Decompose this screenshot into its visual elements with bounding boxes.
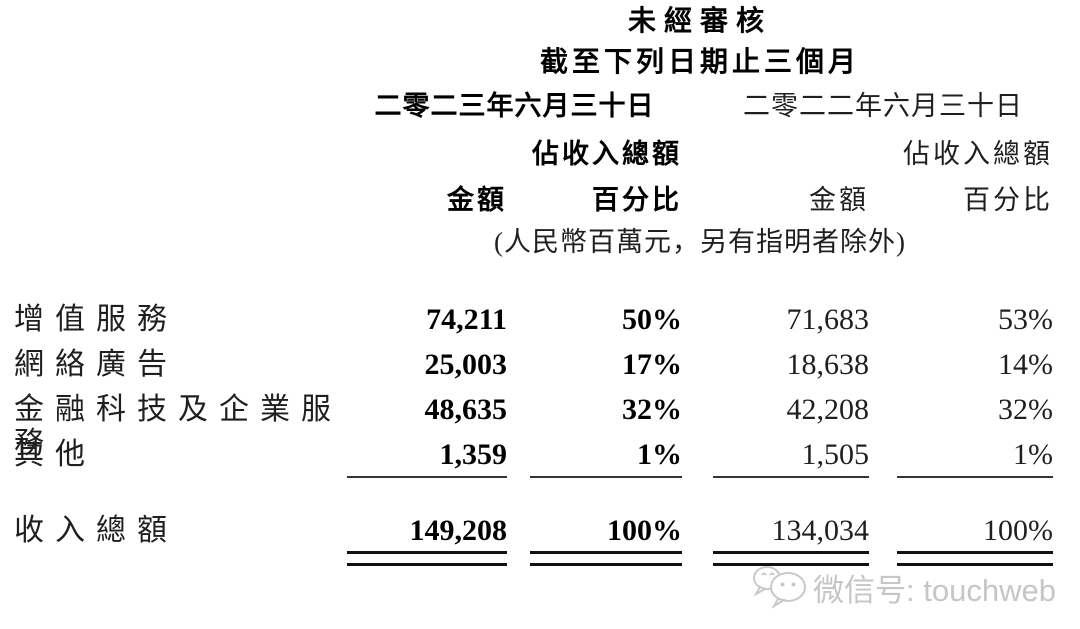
row-label-online-ads: 網絡廣告 [14,348,178,381]
share-of-revenue-label-2023: 佔收入總額 [532,139,682,169]
row-label-vas: 增值服務 [14,303,178,336]
total-amount-2022: 134,034 [771,514,870,547]
row-vas-amount-2023: 74,211 [426,303,507,336]
total-amount-2023: 149,208 [409,514,508,547]
percent-column-label-2022: 百分比 [963,185,1053,215]
date-header-row: 二零二三年六月三十日 二零二二年六月三十日 [14,90,1053,122]
row-others-amount-2022: 1,505 [801,438,870,471]
heading-row-period: 截至下列日期止三個月 [14,47,1053,79]
column-header-date-2022: 二零二二年六月三十日 [743,91,1023,121]
double-rule [530,551,682,566]
row-others-percent-2022: 1% [1013,438,1053,471]
column-label-row: 金額 百分比 金額 百分比 [14,184,1053,216]
row-ads-percent-2023: 17% [622,348,682,381]
heading-row-unaudited: 未經審核 [14,6,1053,38]
watermark: 微信号: touchweb [751,556,1056,618]
unit-note: (人民幣百萬元，另有指明者除外) [494,227,906,257]
total-rule-row [14,551,1053,566]
period-heading: 截至下列日期止三個月 [539,47,860,78]
amount-column-label-2022: 金額 [809,185,869,215]
row-others-percent-2023: 1% [637,438,682,471]
row-ads-percent-2022: 14% [998,348,1053,381]
share-header-row: 佔收入總額 佔收入總額 [14,138,1053,170]
row-fintech-percent-2022: 32% [998,393,1053,426]
row-ads-amount-2022: 18,638 [786,348,870,381]
total-row: 收入總額 149,208 100% 134,034 100% [14,514,1053,548]
single-rule [713,476,869,478]
row-vas-percent-2023: 50% [622,303,682,336]
row-label-fintech: 金融科技及企業服務 [14,393,342,460]
percent-column-label-2023: 百分比 [592,185,682,215]
unaudited-heading: 未經審核 [627,6,772,37]
single-rule [530,476,682,478]
row-label-others: 其他 [14,438,96,471]
unit-note-row: (人民幣百萬元，另有指明者除外) [14,226,1053,258]
table-row: 增值服務 74,211 50% 71,683 53% [14,303,1053,337]
single-rule [897,476,1053,478]
row-fintech-amount-2022: 42,208 [786,393,870,426]
table-row: 其他 1,359 1% 1,505 1% [14,438,1053,472]
double-rule [713,551,869,566]
row-vas-percent-2022: 53% [998,303,1053,336]
table-row: 金融科技及企業服務 48,635 32% 42,208 32% [14,393,1053,461]
double-rule [347,551,507,566]
row-others-amount-2023: 1,359 [439,438,508,471]
row-vas-amount-2022: 71,683 [786,303,870,336]
row-fintech-percent-2023: 32% [622,393,682,426]
total-label: 收入總額 [14,514,178,547]
total-percent-2023: 100% [607,514,682,547]
wechat-icon [751,562,809,618]
watermark-label: 微信号: touchweb [813,572,1056,608]
total-percent-2022: 100% [983,514,1053,547]
table-row: 網絡廣告 25,003 17% 18,638 14% [14,348,1053,382]
single-rule [347,476,507,478]
column-header-date-2023: 二零二三年六月三十日 [374,91,655,121]
double-rule [897,551,1053,566]
share-of-revenue-label-2022: 佔收入總額 [903,139,1053,169]
row-fintech-amount-2023: 48,635 [424,393,508,426]
amount-column-label-2023: 金額 [447,185,507,215]
subtotal-rule-row [14,476,1053,478]
row-ads-amount-2023: 25,003 [424,348,508,381]
